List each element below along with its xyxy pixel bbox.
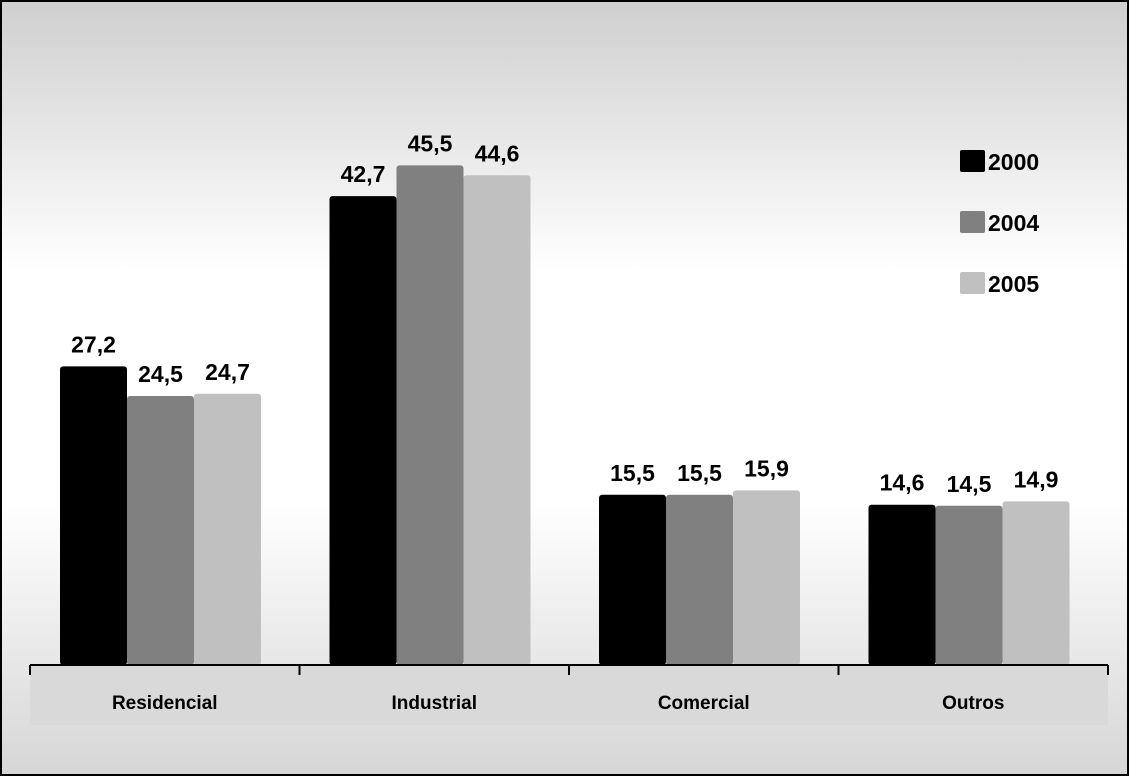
data-label-outros-2000: 14,6 — [880, 470, 925, 496]
category-label-industrial: Industrial — [391, 693, 477, 714]
bar-outros-2004 — [935, 505, 1003, 665]
data-label-comercial-2005: 15,9 — [744, 455, 789, 481]
bar-outros-2000 — [868, 504, 936, 665]
data-label-residencial-2004: 24,5 — [138, 361, 183, 387]
category-label-outros: Outros — [942, 693, 1004, 714]
category-label-comercial: Comercial — [658, 693, 750, 714]
bar-residencial-2005 — [194, 393, 261, 665]
legend-swatch-2005 — [960, 272, 985, 294]
legend-label-2000: 2000 — [988, 149, 1039, 175]
bar-industrial-2000 — [329, 196, 397, 666]
legend-label-2004: 2004 — [988, 210, 1039, 236]
legend-label-2005: 2005 — [988, 271, 1039, 297]
data-label-comercial-2000: 15,5 — [610, 460, 655, 486]
bar-comercial-2005 — [733, 490, 800, 665]
category-label-residencial: Residencial — [112, 693, 218, 714]
bar-outros-2005 — [1002, 501, 1070, 665]
data-label-industrial-2005: 44,6 — [475, 140, 520, 166]
data-label-outros-2005: 14,9 — [1014, 466, 1059, 492]
data-label-industrial-2000: 42,7 — [341, 161, 386, 187]
bar-comercial-2004 — [666, 494, 733, 665]
bar-residencial-2004 — [127, 395, 194, 665]
legend-swatch-2000 — [960, 150, 985, 172]
bar-industrial-2005 — [463, 175, 531, 666]
bar-industrial-2004 — [396, 165, 464, 665]
data-label-residencial-2000: 27,2 — [71, 331, 116, 357]
data-label-residencial-2005: 24,7 — [205, 359, 250, 385]
data-label-comercial-2004: 15,5 — [677, 460, 722, 486]
legend-swatch-2004 — [960, 211, 985, 233]
bar-residencial-2000 — [60, 366, 127, 665]
data-label-outros-2004: 14,5 — [947, 471, 992, 497]
data-label-industrial-2004: 45,5 — [408, 130, 453, 156]
bar-comercial-2000 — [599, 494, 666, 665]
